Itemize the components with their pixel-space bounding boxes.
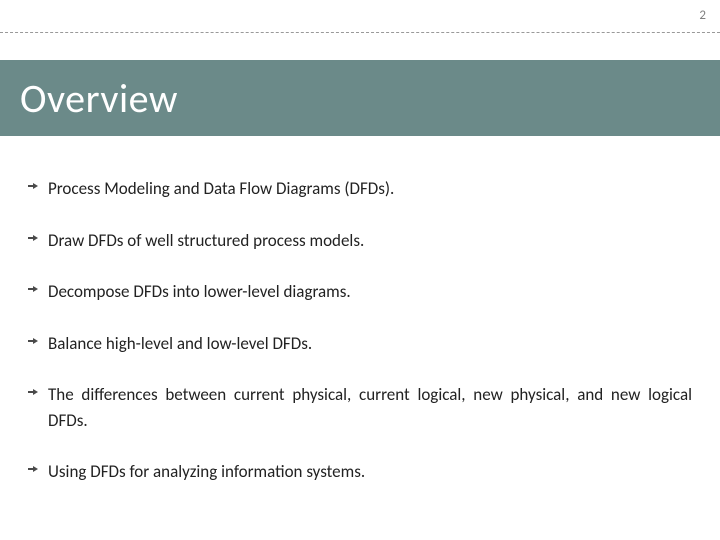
arrow-icon (28, 464, 38, 474)
list-item: Using DFDs for analyzing information sys… (28, 459, 692, 485)
header-divider (0, 32, 720, 33)
bullet-text: Process Modeling and Data Flow Diagrams … (48, 176, 394, 202)
arrow-icon (28, 181, 38, 191)
bullet-text: Using DFDs for analyzing information sys… (48, 459, 365, 485)
arrow-icon (28, 387, 38, 397)
bullet-list: Process Modeling and Data Flow Diagrams … (28, 176, 692, 511)
bullet-text: The differences between current physical… (48, 382, 692, 433)
title-band: Overview (0, 60, 720, 136)
list-item: Decompose DFDs into lower-level diagrams… (28, 279, 692, 305)
arrow-icon (28, 284, 38, 294)
list-item: Balance high-level and low-level DFDs. (28, 331, 692, 357)
bullet-text: Draw DFDs of well structured process mod… (48, 228, 364, 254)
page-title: Overview (0, 74, 178, 123)
list-item: Draw DFDs of well structured process mod… (28, 228, 692, 254)
arrow-icon (28, 233, 38, 243)
bullet-text: Decompose DFDs into lower-level diagrams… (48, 279, 351, 305)
page-number: 2 (699, 8, 706, 23)
bullet-text: Balance high-level and low-level DFDs. (48, 331, 312, 357)
list-item: The differences between current physical… (28, 382, 692, 433)
list-item: Process Modeling and Data Flow Diagrams … (28, 176, 692, 202)
arrow-icon (28, 336, 38, 346)
